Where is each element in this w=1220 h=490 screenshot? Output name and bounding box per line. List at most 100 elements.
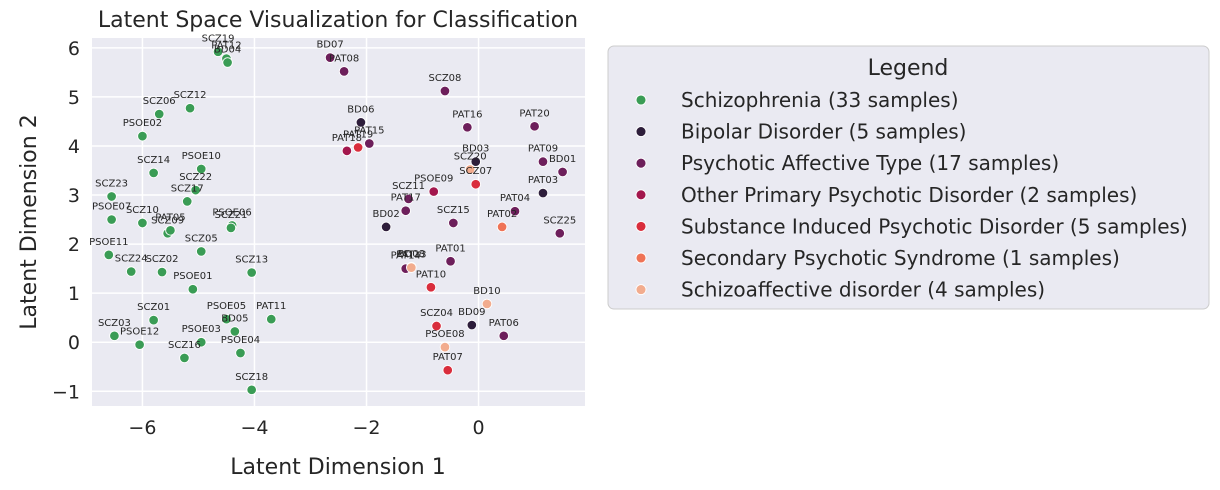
point-label: PSOE11 [89,237,128,248]
data-point [466,319,478,331]
data-point [442,364,453,376]
point-label: BD06 [347,104,374,115]
point-label: PAT15 [354,125,384,136]
point-label: SCZ04 [420,308,453,319]
data-point [428,186,439,197]
point-label: SCZ08 [428,73,461,84]
point-label: SCZ03 [98,318,131,329]
legend-title: Legend [868,56,949,81]
data-point [125,266,137,277]
data-point [445,256,456,267]
point-label: PSOE08 [425,329,464,340]
data-point [481,298,493,310]
point-label: PSOE03 [182,324,221,335]
data-point [470,178,482,190]
data-point [235,347,246,359]
point-label: SCZ09 [151,215,184,226]
data-point [221,313,232,325]
point-label: PAT06 [489,318,519,329]
point-label: PAT03 [528,175,558,186]
point-label: SCZ10 [126,205,159,216]
data-point [448,217,459,229]
data-point [324,52,336,63]
legend-items: Schizophrenia (33 samples) Bipolar Disord… [635,88,1188,302]
data-point [557,166,568,178]
point-label: PSOE12 [120,327,159,338]
data-point [537,156,549,167]
point-label: BD05 [221,313,248,324]
legend-marker [635,252,647,264]
y-axis-label: Latent Dimension 2 [17,114,42,329]
point-label: SCZ19 [202,34,235,45]
point-label: PAT04 [500,193,530,204]
point-label: SCZ13 [235,255,268,266]
legend-entry-label: Other Primary Psychotic Disorder (2 samp… [681,183,1137,207]
data-point [148,167,159,179]
data-point [470,156,482,167]
point-label: PAT20 [519,108,549,119]
data-point [462,122,473,133]
data-point [137,130,148,142]
data-point [190,184,201,196]
legend-entry-label: Bipolar Disorder (5 samples) [681,120,967,144]
axis-ticks: −6 −4 −2 0 −1 0 1 2 3 4 5 6 [52,38,485,439]
point-label: SCZ11 [392,181,425,192]
data-point [195,246,207,257]
data-point [137,217,148,229]
data-point [156,266,168,278]
data-point [212,46,224,57]
legend-marker [635,126,647,138]
point-label: SCZ15 [437,205,470,216]
legend-marker [635,220,647,232]
point-label: PAT14 [391,251,421,262]
point-label: SCZ24 [115,254,148,265]
data-point [266,313,277,325]
point-label: SCZ07 [459,166,492,177]
data-point [153,108,165,120]
y-tick-label: 0 [68,332,80,354]
data-point [529,121,540,132]
data-point [181,196,193,207]
point-label: BD02 [372,209,399,220]
data-point [406,262,417,273]
point-label: BD10 [473,286,500,297]
point-label: SCZ14 [137,155,170,166]
point-label: SCZ05 [185,233,218,244]
data-point [106,214,117,225]
y-tick-label: 1 [68,283,80,305]
data-point [341,145,353,157]
data-point [246,267,257,278]
legend: Legend Schizophrenia (33 samples) Bipolar… [607,45,1210,310]
legend-entry-label: Schizoaffective disorder (4 samples) [681,278,1045,302]
point-label: PAT07 [433,352,463,363]
data-point [364,138,375,149]
data-point [355,117,367,128]
data-point [109,330,120,342]
data-point [403,193,414,205]
point-label: PSOE01 [173,271,212,282]
data-point [195,336,207,348]
point-label: PAT18 [332,133,362,144]
point-label: PAT08 [329,53,359,64]
point-label: BD04 [214,45,241,56]
data-point [431,320,442,332]
data-point [195,163,207,175]
point-label: SCZ17 [171,183,204,194]
point-label: PSOE10 [182,151,221,162]
x-tick-label: −2 [353,417,381,439]
point-label: SCZ22 [179,172,212,183]
point-label: SCZ20 [454,151,487,162]
legend-marker [635,284,647,296]
data-point [103,249,115,261]
y-tick-label: 6 [68,38,80,60]
point-label: PSOE04 [221,335,260,346]
point-label: PAT02 [487,209,517,220]
legend-entry-label: Schizophrenia (33 samples) [681,88,959,112]
data-point [106,191,117,202]
point-label: PAT16 [452,109,482,120]
data-point [380,221,392,233]
point-label: SCZ02 [146,254,179,265]
point-label: SCZ01 [137,302,170,313]
